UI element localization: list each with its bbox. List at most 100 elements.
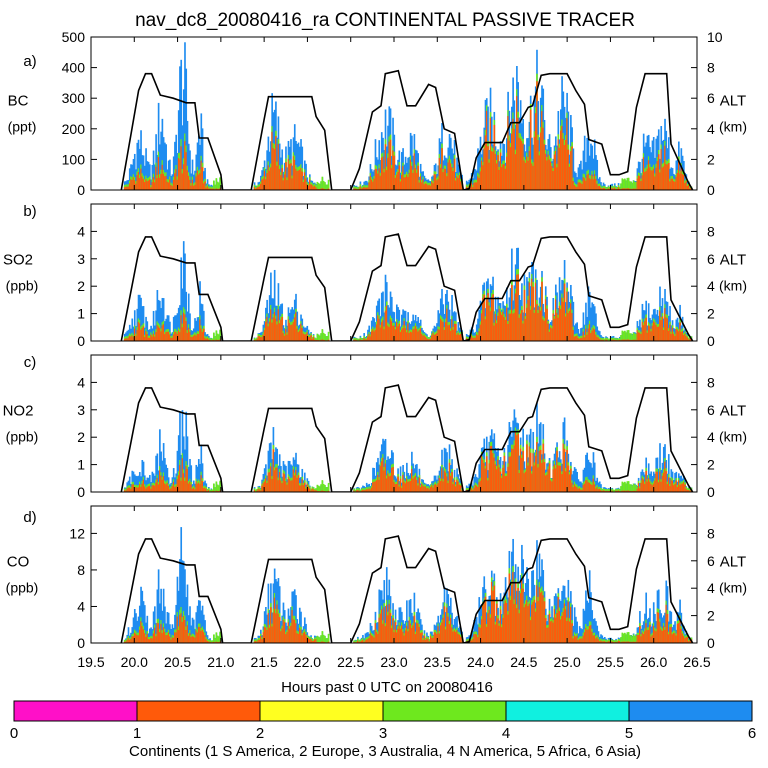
bar-europe [482, 165, 484, 190]
bar-europe [627, 490, 630, 492]
bar-europe [199, 319, 201, 341]
bar-europe [457, 178, 460, 190]
bar-asia [179, 305, 181, 341]
bar-asia [186, 311, 189, 341]
bar-n-america [626, 177, 629, 190]
bar-europe [286, 180, 289, 190]
bar-europe [522, 450, 524, 492]
bar-asia [585, 590, 587, 643]
bar-n-america [612, 337, 615, 341]
bar-europe [644, 172, 646, 190]
bar-n-america [608, 338, 611, 341]
bar-asia [175, 134, 178, 190]
bar-europe [194, 489, 196, 492]
bar-europe [204, 181, 206, 190]
bar-europe [303, 482, 306, 492]
bar-europe [568, 474, 571, 492]
bar-europe [257, 639, 260, 643]
bar-europe [568, 166, 571, 190]
bar-europe [267, 613, 270, 643]
bar-n-america [606, 187, 609, 190]
bar-n-america [255, 186, 257, 190]
bar-europe [452, 484, 455, 492]
bar-europe [686, 185, 689, 190]
bar-europe [654, 322, 656, 341]
bar-europe [526, 444, 528, 492]
bar-europe [655, 471, 658, 492]
bar-europe [684, 484, 686, 492]
bar-europe [641, 632, 644, 643]
bar-asia [146, 321, 149, 341]
bar-europe [556, 612, 558, 643]
bar-europe [461, 490, 463, 492]
bar-n-america [314, 337, 316, 341]
bar-europe [521, 141, 523, 190]
bar-europe [497, 315, 499, 341]
bar-europe [145, 179, 147, 190]
bar-europe [565, 609, 567, 643]
bar-asia [581, 483, 583, 492]
bar-europe [296, 328, 299, 341]
bar-europe [127, 487, 130, 492]
bar-europe [298, 169, 301, 190]
bar-europe [563, 603, 566, 643]
bar-n-america [353, 640, 355, 643]
bar-asia [473, 619, 476, 643]
bar-europe [437, 483, 440, 492]
bar-europe [649, 167, 651, 190]
bar-n-america [219, 329, 221, 341]
bar-europe [373, 481, 376, 492]
bar-europe [206, 490, 209, 492]
bar-europe [282, 333, 285, 341]
bar-europe [407, 323, 409, 341]
bar-asia [138, 294, 141, 341]
bar-asia [140, 130, 142, 190]
bar-asia [586, 452, 589, 492]
bar-n-america [621, 632, 624, 643]
bar-europe [136, 635, 139, 643]
bar-europe [617, 187, 620, 190]
bar-europe [597, 337, 600, 341]
bar-europe [288, 628, 291, 643]
bar-europe [630, 339, 632, 341]
bar-europe [177, 630, 180, 643]
bar-europe [533, 136, 536, 190]
bar-europe [421, 333, 423, 341]
bar-europe [637, 332, 640, 341]
bar-europe [588, 625, 591, 643]
bar-europe [387, 325, 389, 341]
bar-europe [618, 641, 621, 643]
bar-asia [155, 623, 157, 643]
bar-europe [622, 490, 625, 492]
bar-europe [140, 329, 142, 341]
species-unit: (ppb) [6, 278, 39, 294]
bar-europe [656, 471, 659, 492]
bar-asia [157, 569, 160, 643]
bar-n-america [601, 489, 604, 492]
bar-europe [487, 613, 489, 643]
bar-europe [531, 278, 533, 341]
bar-n-america [310, 488, 312, 492]
bar-europe [506, 156, 508, 190]
bar-europe [278, 617, 281, 643]
bar-europe [451, 167, 453, 190]
bar-europe [213, 339, 215, 341]
bar-europe [561, 297, 563, 341]
bar-europe [597, 489, 600, 492]
bar-europe [138, 178, 141, 190]
bar-europe [406, 332, 408, 341]
bar-europe [365, 187, 368, 190]
bar-europe [280, 319, 282, 341]
bar-europe [409, 481, 412, 492]
bar-europe [125, 641, 127, 643]
bar-europe [373, 178, 376, 190]
bar-europe [503, 164, 506, 190]
bar-n-america [256, 639, 258, 643]
bar-europe [552, 622, 555, 643]
bar-europe [650, 170, 653, 190]
bar-europe [511, 133, 513, 190]
bar-europe [575, 636, 577, 643]
bar-n-america [631, 485, 634, 492]
bar-europe [472, 638, 474, 643]
